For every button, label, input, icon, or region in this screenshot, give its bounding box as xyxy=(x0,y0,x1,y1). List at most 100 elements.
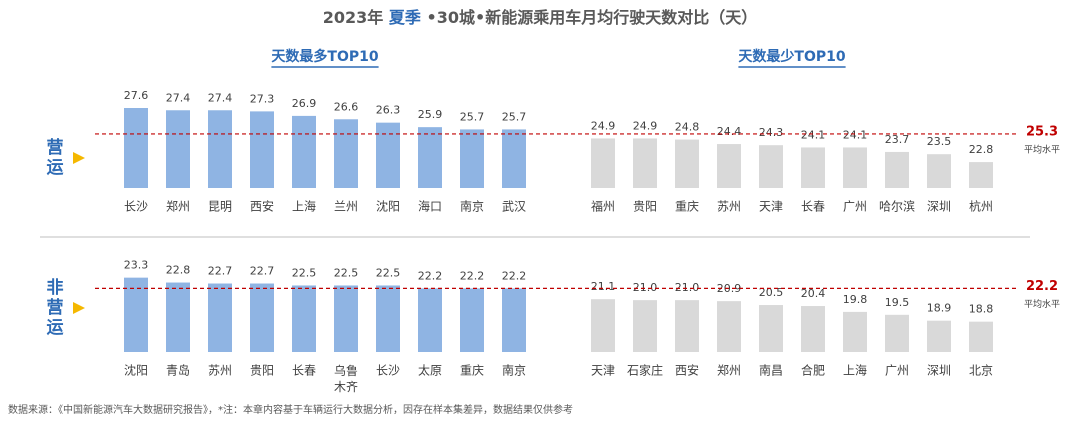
x-tick-label: 昆明 xyxy=(208,200,232,214)
bar xyxy=(376,285,400,352)
x-tick-label: 苏州 xyxy=(717,200,741,214)
x-tick-label: 福州 xyxy=(591,199,615,214)
x-tick-label: 武汉 xyxy=(502,200,526,214)
x-tick-label: 南京 xyxy=(502,363,526,378)
x-tick-label: 重庆 xyxy=(675,200,699,214)
row-label: 营运 xyxy=(47,137,64,178)
x-tick-label: 长春 xyxy=(292,364,316,378)
x-tick-label: 北京 xyxy=(969,364,993,378)
bar xyxy=(801,147,825,188)
x-tick-label: 长沙 xyxy=(124,200,148,214)
value-label: 26.6 xyxy=(334,100,359,113)
value-label: 23.5 xyxy=(927,135,952,148)
bar xyxy=(376,122,400,188)
x-tick-label: 兰州 xyxy=(334,200,358,214)
x-tick-label: 贵阳 xyxy=(633,200,657,214)
x-tick-label: 郑州 xyxy=(166,199,190,214)
bar xyxy=(633,138,657,188)
x-tick-label: 深圳 xyxy=(927,200,951,214)
x-tick-label: 石家庄 xyxy=(627,363,663,378)
value-label: 22.5 xyxy=(376,266,401,279)
bar xyxy=(759,145,783,188)
x-tick-label: 沈阳 xyxy=(376,199,400,214)
bar xyxy=(591,138,615,188)
value-label: 27.4 xyxy=(166,91,191,104)
value-label: 22.8 xyxy=(166,264,191,277)
value-label: 24.9 xyxy=(591,119,616,132)
bar xyxy=(292,285,316,352)
bar xyxy=(675,139,699,188)
bar xyxy=(292,115,316,188)
x-tick-label: 上海 xyxy=(292,199,316,214)
average-label: 平均水平 xyxy=(1024,298,1060,310)
x-tick-label: 重庆 xyxy=(460,364,484,378)
bar xyxy=(969,321,993,352)
bar xyxy=(717,301,741,352)
x-tick-label: 合肥 xyxy=(801,363,825,378)
value-label: 21.1 xyxy=(591,280,616,293)
row-label: 非营运 xyxy=(47,277,64,338)
bar xyxy=(843,311,867,352)
x-tick-label: 长沙 xyxy=(376,364,400,378)
average-value: 25.3 xyxy=(1026,124,1058,139)
average-label: 平均水平 xyxy=(1024,143,1060,155)
value-label: 18.8 xyxy=(969,303,994,316)
value-label: 26.3 xyxy=(376,104,401,117)
value-label: 22.8 xyxy=(969,143,994,156)
value-label: 19.8 xyxy=(843,293,868,306)
x-tick-label: 杭州 xyxy=(969,199,993,214)
bar xyxy=(418,288,442,352)
value-label: 21.0 xyxy=(675,281,700,294)
bar xyxy=(334,119,358,188)
bar xyxy=(208,110,232,188)
value-label: 25.7 xyxy=(460,110,485,123)
x-tick-label: 太原 xyxy=(418,363,442,378)
value-label: 22.2 xyxy=(502,269,527,282)
value-label: 21.0 xyxy=(633,281,658,294)
value-label: 27.6 xyxy=(124,89,149,102)
x-tick-label: 沈阳 xyxy=(124,363,148,378)
value-label: 22.5 xyxy=(292,266,317,279)
value-label: 25.7 xyxy=(502,110,527,123)
value-label: 22.7 xyxy=(250,265,275,278)
bar xyxy=(334,285,358,352)
bar xyxy=(675,300,699,352)
value-label: 22.7 xyxy=(208,265,233,278)
value-label: 23.7 xyxy=(885,133,910,146)
bar xyxy=(166,282,190,352)
title-rest: •30城•新能源乘用车月均行驶天数对比（天） xyxy=(426,8,757,27)
value-label: 20.4 xyxy=(801,287,826,300)
bar xyxy=(801,306,825,352)
bar xyxy=(927,320,951,352)
value-label: 24.8 xyxy=(675,121,700,134)
x-tick-label: 长春 xyxy=(801,200,825,214)
title-year: 2023年 xyxy=(323,8,384,27)
value-label: 24.1 xyxy=(843,128,868,141)
x-tick-label: 西安 xyxy=(675,363,699,378)
x-tick-label: 深圳 xyxy=(927,364,951,378)
chart-title: 2023年 夏季 •30城•新能源乘用车月均行驶天数对比（天） xyxy=(323,8,757,27)
row-marker xyxy=(73,152,85,164)
x-tick-label: 广州 xyxy=(885,364,909,378)
bar xyxy=(124,277,148,352)
bar xyxy=(502,288,526,352)
title-season: 夏季 xyxy=(388,8,422,27)
panel-title: 天数最少TOP10 xyxy=(738,48,845,65)
x-tick-label: 西安 xyxy=(250,199,274,214)
value-label: 25.9 xyxy=(418,108,443,121)
value-label: 24.4 xyxy=(717,125,742,138)
value-label: 24.9 xyxy=(633,119,658,132)
value-label: 24.1 xyxy=(801,128,826,141)
value-label: 18.9 xyxy=(927,302,952,315)
value-label: 22.2 xyxy=(460,269,485,282)
value-label: 27.4 xyxy=(208,91,233,104)
x-tick-label: 上海 xyxy=(843,363,867,378)
x-tick-label: 南京 xyxy=(460,199,484,214)
bar xyxy=(166,110,190,188)
x-tick-label: 青岛 xyxy=(166,363,190,378)
bar xyxy=(633,300,657,352)
value-label: 22.2 xyxy=(418,269,443,282)
bar xyxy=(591,299,615,352)
row-marker xyxy=(73,302,85,314)
